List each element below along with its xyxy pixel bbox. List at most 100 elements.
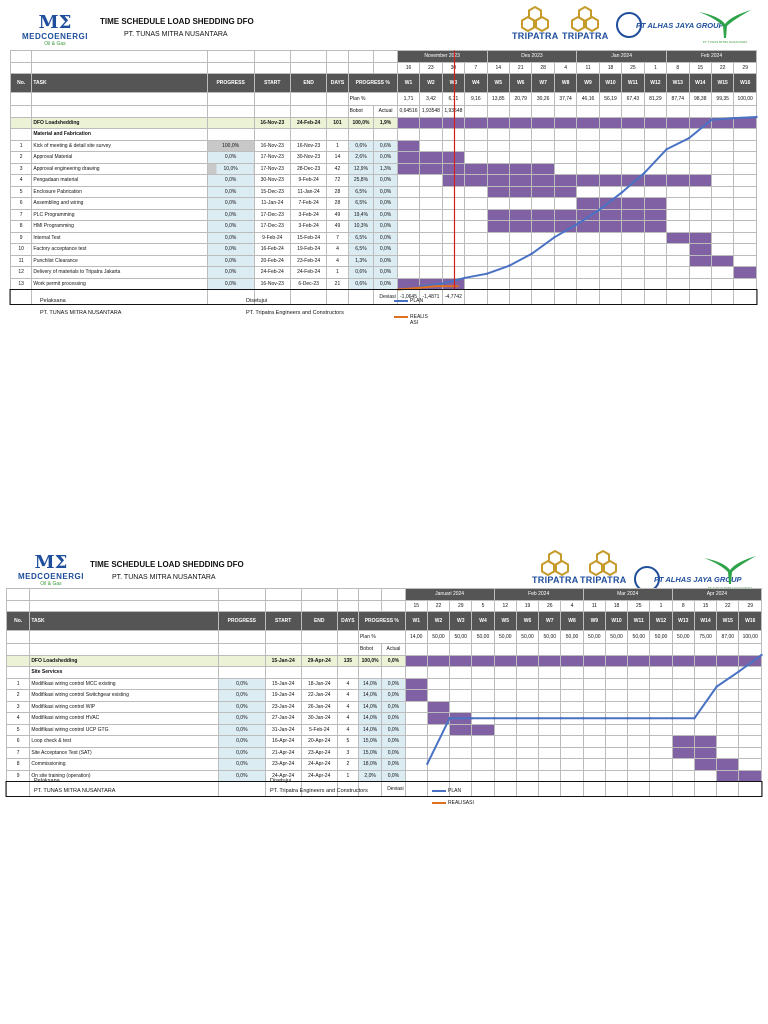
deviasi-value <box>649 781 673 797</box>
gantt-cell <box>733 174 757 187</box>
gantt-cell <box>621 151 645 164</box>
task-actual: 0,0% <box>381 746 406 759</box>
week-header: W5 <box>486 73 510 93</box>
gantt-cell <box>396 185 421 198</box>
blank-cell <box>9 105 33 118</box>
task-row: 2 Modifikasi wiring control Switchgear ex… <box>5 689 762 702</box>
plan-value: 99,35 <box>710 92 735 106</box>
gantt-bar <box>649 654 673 667</box>
gantt-cell <box>738 735 762 748</box>
gantt-cell <box>649 677 673 690</box>
task-row: 6 Loop check & test 0,0% 16-Apr-24 20-Apr-24… <box>5 735 762 748</box>
gantt-cell <box>404 746 428 759</box>
blank-cell <box>289 61 328 74</box>
gantt-cell <box>538 689 562 702</box>
actual-value <box>604 643 629 656</box>
gantt-cell <box>671 677 695 690</box>
gantt-cell <box>716 712 740 725</box>
tripatra-hex-icon <box>521 6 550 32</box>
tripatra-hex-icon <box>571 6 600 32</box>
task-days: 1 <box>336 769 359 782</box>
gantt-cell <box>604 735 629 748</box>
gantt-cell <box>716 735 740 748</box>
gantt-bar <box>560 654 584 667</box>
task-no: 7 <box>5 746 31 759</box>
blank-cell <box>206 105 255 118</box>
task-start: 16-Apr-24 <box>264 735 302 748</box>
week-header: W4 <box>464 73 488 93</box>
gantt-cell <box>604 746 629 759</box>
task-start: 30-Nov-23 <box>253 174 291 187</box>
gantt-cell <box>531 197 555 210</box>
blank-cell <box>300 666 338 679</box>
gantt-cell <box>733 231 757 244</box>
group-start: 16-Nov-23 <box>253 116 291 129</box>
header-progress: PROGRESS <box>206 73 255 93</box>
task-weight: 12,9% <box>347 162 375 175</box>
gantt-bar <box>471 654 495 667</box>
plan-value: 87,74 <box>666 92 690 106</box>
task-name: Punchlist Clearance <box>31 254 208 267</box>
task-actual: 0,0% <box>381 677 406 690</box>
actual-value <box>666 105 690 118</box>
blank-cell <box>357 666 383 679</box>
gantt-cell <box>582 746 606 759</box>
gantt-cell <box>560 677 584 690</box>
gantt-cell <box>688 208 712 221</box>
gantt-cell <box>688 162 712 175</box>
group-days: 101 <box>326 116 349 129</box>
plan-value: 75,00 <box>693 630 718 644</box>
gantt-cell <box>716 723 740 736</box>
gantt-cell <box>710 185 735 198</box>
pelaksana-label: Pelaksana <box>34 778 60 784</box>
gantt-cell <box>576 139 600 152</box>
gantt-cell <box>621 243 645 256</box>
task-start: 16-Nov-23 <box>253 277 291 290</box>
task-progress: 10,0% <box>206 162 255 175</box>
plan-value: 9,16 <box>464 92 488 106</box>
gantt-bar <box>598 220 623 233</box>
month-header: Des 2023 <box>486 50 578 63</box>
deviasi-value <box>716 781 740 797</box>
gantt-cell <box>671 758 695 771</box>
gantt-cell <box>426 758 451 771</box>
task-days: 5 <box>336 735 359 748</box>
blank-cell <box>336 666 359 679</box>
plan-value: 50,00 <box>582 630 606 644</box>
gantt-bar <box>449 712 473 725</box>
date-cell: 28 <box>531 61 555 74</box>
gantt-bar <box>441 174 466 187</box>
gantt-bar <box>531 220 555 233</box>
gantt-bar <box>716 654 740 667</box>
task-no: 2 <box>9 151 33 164</box>
alhas-logo: PT ALHAS JAYA GROUP <box>616 12 724 38</box>
gantt-cell <box>486 231 510 244</box>
gantt-bar <box>576 208 600 221</box>
task-end: 6-Dec-23 <box>289 277 328 290</box>
gantt-cell <box>693 677 718 690</box>
gantt-bar <box>627 654 651 667</box>
week-header: W10 <box>604 611 629 631</box>
gantt-cell <box>441 266 466 279</box>
gantt-bar <box>419 151 443 164</box>
task-actual: 0,0% <box>373 243 398 256</box>
header-no: No. <box>9 73 33 93</box>
month-header: Apr 2024 <box>671 588 763 601</box>
legend-plan: PLAN <box>432 788 461 794</box>
task-start: 31-Jan-24 <box>264 723 302 736</box>
blank-cell <box>289 128 328 141</box>
gantt-cell <box>553 277 578 290</box>
gantt-bar <box>716 758 740 771</box>
blank-cell <box>710 128 735 141</box>
week-header: W6 <box>508 73 533 93</box>
gantt-cell <box>553 151 578 164</box>
month-header: Jan 2024 <box>576 50 668 63</box>
task-name: Loop check & test <box>29 735 220 748</box>
date-cell: 11 <box>576 61 600 74</box>
task-days: 72 <box>326 174 349 187</box>
task-progress: 0,0% <box>206 197 255 210</box>
gantt-bar <box>508 116 533 129</box>
gantt-cell <box>553 197 578 210</box>
gantt-cell <box>493 712 517 725</box>
task-no: 13 <box>9 277 33 290</box>
